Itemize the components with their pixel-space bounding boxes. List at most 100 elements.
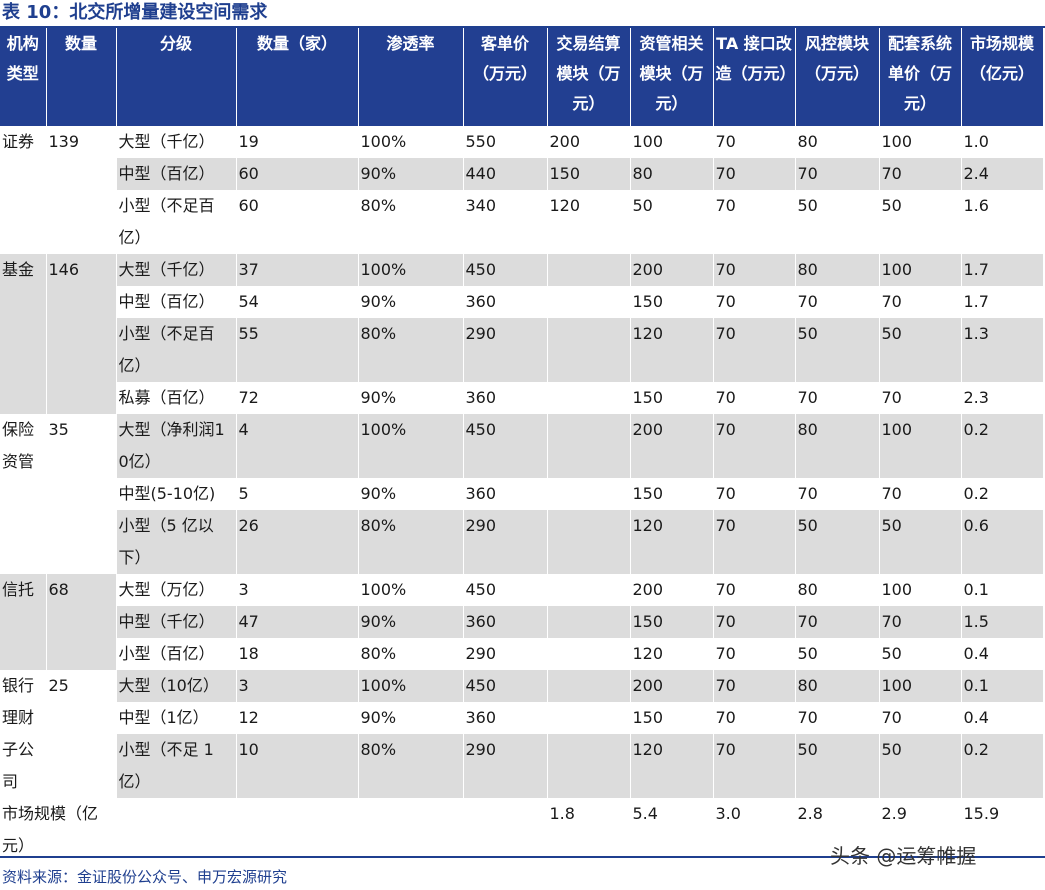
table-cell: 450 [463, 414, 548, 478]
table-row: 小型（百亿） 18 80% 290 120 70 50 50 0.4 [0, 638, 1044, 670]
table-cell: 70 [713, 638, 796, 670]
table-row: 中型（百亿） 60 90% 440 150 80 70 70 70 2.4 [0, 158, 1044, 190]
table-cell: 3 [236, 670, 359, 702]
table-cell: 70 [795, 478, 880, 510]
table-row: 信托 68 大型（万亿） 3 100% 450 200 70 80 100 0.1 [0, 574, 1044, 670]
table-row: 私募（百亿） 72 90% 360 150 70 70 70 2.3 [0, 382, 1044, 414]
table-cell: 50 [795, 510, 880, 574]
table-cell: 120 [630, 638, 714, 670]
table-cell: 200 [547, 126, 631, 158]
table-cell: 0.1 [961, 670, 1044, 702]
total-cell: 5.4 [630, 798, 714, 862]
institution-count: 146 [46, 254, 117, 414]
table-cell: 100 [879, 670, 962, 702]
table-cell: 80 [795, 254, 880, 286]
header-cell: 风控模块（万元） [795, 28, 880, 126]
table-cell: 440 [463, 158, 548, 190]
table-cell: 70 [713, 734, 796, 798]
table-cell: 90% [358, 158, 464, 190]
table-cell: 26 [236, 510, 359, 574]
table-cell: 3 [236, 574, 359, 606]
table-row: 中型（百亿） 54 90% 360 150 70 70 70 1.7 [0, 286, 1044, 318]
table-cell: 150 [630, 606, 714, 638]
table-cell: 50 [879, 510, 962, 574]
table-cell: 72 [236, 382, 359, 414]
table-cell: 小型（不足百亿） [116, 318, 237, 382]
table-cell: 小型（不足百亿） [116, 190, 237, 254]
table-cell [547, 318, 631, 382]
table-cell: 90% [358, 702, 464, 734]
institution-count: 139 [46, 126, 117, 254]
table-cell [547, 734, 631, 798]
table-cell: 1.0 [961, 126, 1044, 158]
table-cell: 50 [795, 190, 880, 254]
table-cell: 80 [630, 158, 714, 190]
table-cell: 120 [547, 190, 631, 254]
institution-count: 35 [46, 414, 117, 574]
table-cell: 50 [879, 190, 962, 254]
table-cell: 中型（百亿） [116, 286, 237, 318]
table-cell: 80 [795, 414, 880, 478]
table-cell: 19 [236, 126, 359, 158]
table-cell: 200 [630, 574, 714, 606]
table-cell: 450 [463, 670, 548, 702]
table-cell: 0.2 [961, 414, 1044, 478]
table-cell: 200 [630, 670, 714, 702]
table-cell: 0.2 [961, 734, 1044, 798]
table-row: 小型（不足 1 亿） 10 80% 290 120 70 50 50 0.2 [0, 734, 1044, 798]
table-cell: 4 [236, 414, 359, 478]
table-cell: 60 [236, 158, 359, 190]
table-cell: 70 [879, 606, 962, 638]
table-cell: 大型（10亿） [116, 670, 237, 702]
table-cell: 1.6 [961, 190, 1044, 254]
table-cell: 450 [463, 254, 548, 286]
bottom-divider [0, 856, 1045, 858]
total-cell: 1.8 [547, 798, 631, 862]
table-cell: 大型（千亿） [116, 254, 237, 286]
table-cell [547, 574, 631, 606]
table-cell [547, 670, 631, 702]
title-divider [0, 26, 1045, 28]
table-cell: 80 [795, 670, 880, 702]
table-cell: 2.4 [961, 158, 1044, 190]
table-cell: 100% [358, 414, 464, 478]
table-cell [547, 254, 631, 286]
table-cell: 大型（万亿） [116, 574, 237, 606]
table-cell: 47 [236, 606, 359, 638]
table-cell [547, 382, 631, 414]
table-cell: 55 [236, 318, 359, 382]
table-cell: 50 [795, 318, 880, 382]
table-cell: 10 [236, 734, 359, 798]
table-cell: 290 [463, 638, 548, 670]
table-cell: 70 [713, 606, 796, 638]
table-cell: 大型（净利润10亿） [116, 414, 237, 478]
table-cell: 50 [630, 190, 714, 254]
table-cell: 80% [358, 638, 464, 670]
table-cell: 70 [879, 158, 962, 190]
table-cell: 100 [879, 126, 962, 158]
total-cell: 2.8 [795, 798, 880, 862]
table-cell [547, 702, 631, 734]
table-cell: 50 [795, 638, 880, 670]
source-note: 资料来源：金证股份公众号、申万宏源研究 [2, 868, 288, 886]
table-cell: 290 [463, 318, 548, 382]
table-cell: 小型（5 亿以下） [116, 510, 237, 574]
table-cell: 70 [795, 286, 880, 318]
table-cell [547, 606, 631, 638]
table-cell: 70 [713, 382, 796, 414]
table-cell [547, 638, 631, 670]
table-cell: 70 [713, 510, 796, 574]
header-cell: 资管相关模块（万元） [630, 28, 714, 126]
table-cell: 70 [879, 382, 962, 414]
table-cell: 小型（百亿） [116, 638, 237, 670]
table-cell: 70 [713, 158, 796, 190]
table-cell: 360 [463, 606, 548, 638]
table-cell: 1.7 [961, 286, 1044, 318]
table-cell: 150 [630, 478, 714, 510]
table-cell: 70 [713, 126, 796, 158]
table-row: 证券 139 大型（千亿） 19 100% 550 200 100 70 80 100 1.0 [0, 126, 1044, 254]
header-cell: 数量（家） [236, 28, 359, 126]
table-cell: 80% [358, 190, 464, 254]
watermark: 头条 @运筹帷握 [830, 844, 977, 868]
table-cell: 大型（千亿） [116, 126, 237, 158]
